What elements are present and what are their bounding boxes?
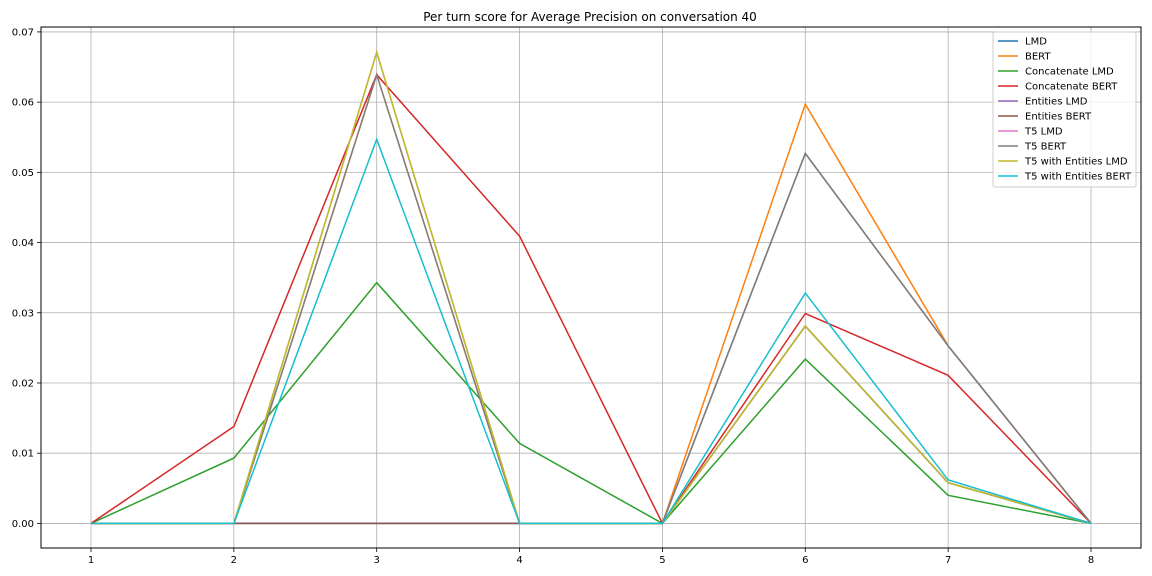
plot-frame [40,26,1142,549]
y-tick-label: 0.06 [12,98,34,109]
series-line [91,324,1092,525]
legend-box [992,31,1137,188]
legend-label: Entities BERT [1025,112,1092,123]
series-line [91,324,1092,525]
y-axis: 0.00 0.01 0.02 0.03 0.04 0.05 0.06 0.07 [12,27,41,530]
y-tick-label: 0.02 [12,378,34,389]
legend-label: T5 BERT [1024,142,1067,153]
series-line [90,281,1092,525]
x-tick-label: 3 [374,555,380,566]
legend-label: T5 LMD [1024,127,1063,138]
legend-label: T5 with Entities LMD [1024,157,1128,168]
x-tick-label: 6 [802,555,808,566]
series-line [91,137,1092,525]
series-lines [90,49,1092,525]
x-tick-label: 4 [516,555,522,566]
y-tick-label: 0.04 [12,238,34,249]
y-tick-label: 0.01 [12,449,34,460]
y-tick-label: 0.07 [12,27,34,38]
legend: LMD BERT Concatenate LMD Concatenate BERT En… [992,31,1137,188]
y-tick-label: 0.05 [12,168,34,179]
legend-label: Concatenate BERT [1025,82,1118,93]
x-tick-label: 2 [231,555,237,566]
legend-label: Concatenate LMD [1025,67,1114,78]
chart-title: Per turn score for Average Precision on … [423,10,757,24]
legend-label: Entities LMD [1025,97,1088,108]
series-line [91,72,1092,525]
series-line [91,49,1092,525]
series-line [90,73,1092,525]
x-axis: 1 2 3 4 5 6 7 8 [88,548,1094,566]
x-tick-label: 7 [945,555,951,566]
grid-lines [41,27,1141,548]
legend-label: BERT [1025,52,1051,63]
series-line [91,49,1092,525]
x-tick-label: 5 [659,555,665,566]
y-tick-label: 0.00 [12,519,34,530]
x-tick-label: 1 [88,555,94,566]
x-tick-label: 8 [1088,555,1094,566]
y-tick-label: 0.03 [12,308,34,319]
legend-label: T5 with Entities BERT [1024,172,1132,183]
series-line [91,72,1092,525]
legend-label: LMD [1025,37,1047,48]
series-line [91,151,1092,525]
